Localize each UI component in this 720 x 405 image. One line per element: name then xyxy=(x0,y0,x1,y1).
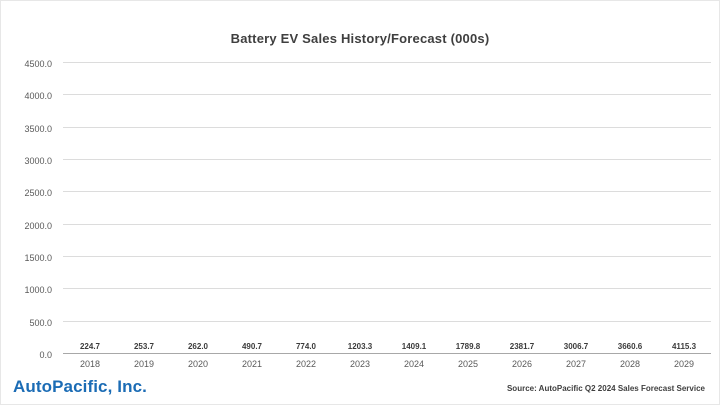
y-axis-label: 0.0 xyxy=(39,350,52,360)
x-axis-label: 2020 xyxy=(187,359,209,369)
bar-value-label: 1789.8 xyxy=(455,342,481,351)
bar-value-label: 1203.3 xyxy=(347,342,373,351)
bar-value-label: 4115.3 xyxy=(671,342,697,351)
bar-value-label: 262.0 xyxy=(187,342,209,351)
gridline xyxy=(63,191,711,193)
bar-value-label: 224.7 xyxy=(79,342,101,351)
brand-logo-text: AutoPacific, Inc. xyxy=(13,377,147,396)
bar-value-label: 490.7 xyxy=(241,342,263,351)
x-axis-label: 2019 xyxy=(133,359,155,369)
y-axis-label: 3000.0 xyxy=(24,156,52,166)
gridline xyxy=(63,223,711,225)
bar-value-label: 774.0 xyxy=(295,342,317,351)
x-axis-label: 2024 xyxy=(403,359,425,369)
x-axis-label: 2027 xyxy=(565,359,587,369)
bar-group-2018: 224.7 xyxy=(63,342,117,354)
gridline xyxy=(63,62,711,63)
source-attribution: Source: AutoPacific Q2 2024 Sales Foreca… xyxy=(506,384,705,393)
bars-row: 224.7 253.7 262.0 490.7 774.0 1203.3 1409.1 178… xyxy=(63,63,711,354)
chart-title: Battery EV Sales History/Forecast (000s) xyxy=(230,31,490,46)
bar-value-label: 253.7 xyxy=(133,342,155,351)
x-axis-label: 2025 xyxy=(457,359,479,369)
y-axis-label: 2000.0 xyxy=(24,220,52,231)
x-axis-label: 2023 xyxy=(349,359,371,369)
bar-value-label: 3006.7 xyxy=(563,342,589,351)
bar-group-2028: 3660.6 xyxy=(603,342,657,354)
gridline xyxy=(63,126,711,128)
gridline xyxy=(63,256,711,258)
y-axis-label: 3500.0 xyxy=(24,123,52,134)
x-axis-label: 2029 xyxy=(673,359,695,369)
x-axis-label: 2021 xyxy=(241,359,263,369)
y-axis-label: 2500.0 xyxy=(24,188,52,199)
y-axis: 0.0 500.0 1000.0 1500.0 2000.0 2500.0 3000.0 35… xyxy=(1,59,56,360)
bar-group-2022: 774.0 xyxy=(279,342,333,354)
y-axis-label: 4500.0 xyxy=(24,59,52,69)
gridline xyxy=(63,288,711,290)
gridline xyxy=(63,159,711,161)
bar-group-2029: 4115.3 xyxy=(657,342,711,354)
bar-group-2026: 2381.7 xyxy=(495,342,549,354)
footer: AutoPacific, Inc. Source: AutoPacific Q2… xyxy=(1,374,719,404)
x-axis-label: 2026 xyxy=(511,359,533,369)
bar-value-label: 1409.1 xyxy=(401,342,427,351)
bar-value-label: 2381.7 xyxy=(509,342,535,351)
bar-group-2023: 1203.3 xyxy=(333,342,387,354)
x-axis-label: 2028 xyxy=(619,359,641,369)
bar-group-2021: 490.7 xyxy=(225,342,279,354)
x-axis-line xyxy=(63,353,711,354)
gridline xyxy=(63,320,711,322)
y-axis-label: 500.0 xyxy=(29,317,52,328)
plot-area: 224.7 253.7 262.0 490.7 774.0 1203.3 1409.1 178… xyxy=(63,62,711,354)
x-axis-label: 2022 xyxy=(295,359,317,369)
y-axis-label: 1500.0 xyxy=(24,253,52,263)
y-axis-label: 1000.0 xyxy=(24,285,52,296)
y-axis-label: 4000.0 xyxy=(24,91,52,102)
bar-group-2019: 253.7 xyxy=(117,342,171,354)
x-axis: 2018 2019 2020 2021 2022 2023 2024 2025 2026 2027… xyxy=(63,359,711,369)
x-axis-label: 2018 xyxy=(79,359,101,369)
bar-group-2024: 1409.1 xyxy=(387,342,441,354)
bar-value-label: 3660.6 xyxy=(617,342,643,351)
bar-group-2025: 1789.8 xyxy=(441,342,495,354)
bar-group-2020: 262.0 xyxy=(171,342,225,354)
bar-group-2027: 3006.7 xyxy=(549,342,603,354)
gridline xyxy=(63,94,711,96)
